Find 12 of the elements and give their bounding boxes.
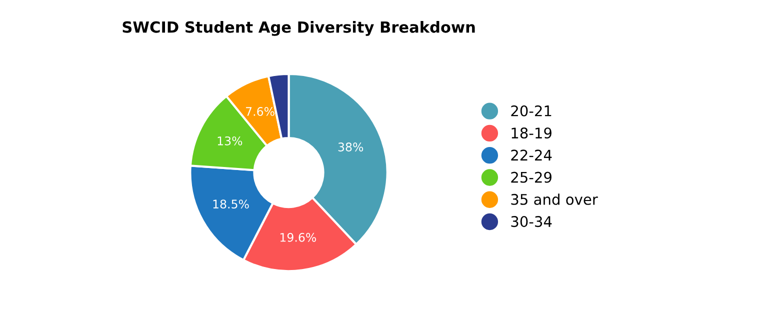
legend-label: 20-21: [511, 105, 552, 116]
legend-label: 18-19: [512, 128, 552, 139]
data-label: 19.6%: [280, 232, 316, 242]
data-label: 18.5%: [213, 200, 249, 209]
data-label: 13%: [218, 136, 242, 146]
chart-title: SWCID Student Age Diversity Breakdown: [122, 21, 475, 36]
legend-label: 22-24: [511, 150, 552, 160]
data-label: 38%: [338, 142, 364, 152]
data-label: 7.6%: [246, 107, 274, 116]
legend-label: 25-29: [511, 172, 552, 183]
legend-label: 30-34: [511, 216, 552, 228]
legend-label: 35 and over: [511, 194, 598, 205]
